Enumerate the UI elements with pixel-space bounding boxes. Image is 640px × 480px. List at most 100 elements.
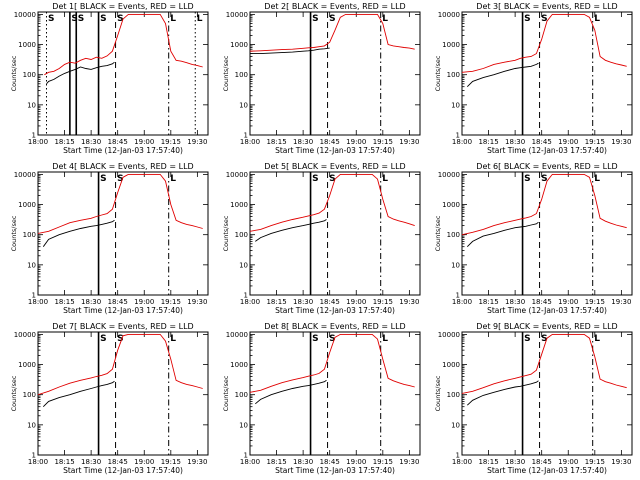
y-axis-label: Counts/sec xyxy=(434,375,442,411)
y-axis-label: Counts/sec xyxy=(222,375,230,411)
x-tick-label: 18:00 xyxy=(240,458,260,466)
series-line-lld xyxy=(462,173,627,236)
y-tick-label: 10 xyxy=(27,101,36,109)
time-marker-label: S xyxy=(100,14,106,24)
x-tick-label: 19:30 xyxy=(399,138,419,146)
x-tick-label: 19:15 xyxy=(373,458,393,466)
x-tick-label: 19:15 xyxy=(585,298,605,306)
time-marker-label: S xyxy=(312,174,318,184)
panel-title: Det 9[ BLACK = Events, RED = LLD xyxy=(476,322,617,331)
x-tick-label: 18:15 xyxy=(478,138,498,146)
x-tick-label: 19:30 xyxy=(187,458,207,466)
y-axis-label: Counts/sec xyxy=(10,215,18,251)
time-marker-label: S xyxy=(312,14,318,24)
x-axis-label: Start Time (12-Jan-03 17:57:40) xyxy=(487,466,607,475)
x-tick-label: 19:15 xyxy=(161,138,181,146)
y-axis-label: Counts/sec xyxy=(222,215,230,251)
x-axis-label: Start Time (12-Jan-03 17:57:40) xyxy=(275,306,395,315)
time-marker-label: S xyxy=(541,174,547,184)
x-tick-label: 19:00 xyxy=(134,138,154,146)
x-tick-label: 18:30 xyxy=(293,138,313,146)
x-tick-label: 18:45 xyxy=(108,458,128,466)
x-tick-label: 19:15 xyxy=(373,138,393,146)
x-axis-label: Start Time (12-Jan-03 17:57:40) xyxy=(487,146,607,155)
time-marker-label: S xyxy=(78,14,84,24)
x-tick-label: 19:15 xyxy=(585,138,605,146)
x-tick-label: 19:30 xyxy=(611,138,631,146)
y-axis-label: Counts/sec xyxy=(10,375,18,411)
x-tick-label: 19:30 xyxy=(187,298,207,306)
y-tick-label: 100 xyxy=(23,391,36,399)
x-tick-label: 18:15 xyxy=(54,458,74,466)
x-tick-label: 18:45 xyxy=(320,458,340,466)
series-line-events xyxy=(46,61,115,85)
time-marker-label: L xyxy=(382,334,388,344)
plot-frame xyxy=(249,331,421,456)
y-tick-label: 10000 xyxy=(438,171,460,179)
x-tick-label: 18:30 xyxy=(505,458,525,466)
y-tick-label: 1000 xyxy=(230,201,248,209)
x-axis-label: Start Time (12-Jan-03 17:57:40) xyxy=(63,466,183,475)
series-line-events xyxy=(255,219,327,242)
detector-panel: Det 5[ BLACK = Events, RED = LLD 1 10 100 10… xyxy=(222,162,421,315)
time-marker-label: L xyxy=(170,14,176,24)
y-tick-label: 1 xyxy=(32,452,36,460)
series-line-events xyxy=(42,380,115,408)
time-marker-label: L xyxy=(594,14,600,24)
x-tick-label: 18:30 xyxy=(81,298,101,306)
y-tick-label: 1 xyxy=(456,452,460,460)
time-marker-label: S xyxy=(524,14,530,24)
y-tick-label: 100 xyxy=(235,391,248,399)
x-tick-label: 18:30 xyxy=(505,298,525,306)
plot-frame xyxy=(461,171,633,296)
panel-title: Det 5[ BLACK = Events, RED = LLD xyxy=(264,162,405,171)
time-marker-label: L xyxy=(382,14,388,24)
time-marker-label: S xyxy=(100,334,106,344)
x-tick-label: 18:30 xyxy=(81,458,101,466)
x-tick-label: 19:30 xyxy=(611,298,631,306)
plot-frame xyxy=(37,171,209,296)
time-marker-label: S xyxy=(117,334,123,344)
y-tick-label: 10000 xyxy=(14,171,36,179)
series-line-lld xyxy=(250,13,415,52)
x-tick-label: 19:00 xyxy=(558,138,578,146)
time-marker-label: S xyxy=(541,14,547,24)
x-tick-label: 18:15 xyxy=(54,138,74,146)
detector-panel: Det 1[ BLACK = Events, RED = LLD 1 10 100 10… xyxy=(10,2,209,155)
y-axis-label: Counts/sec xyxy=(434,55,442,91)
y-axis-label: Counts/sec xyxy=(434,215,442,251)
series-line-events xyxy=(466,62,539,88)
y-tick-label: 1 xyxy=(32,132,36,140)
y-tick-label: 10 xyxy=(239,421,248,429)
series-line-lld xyxy=(462,13,627,73)
time-marker-label: L xyxy=(594,174,600,184)
plot-frame xyxy=(37,331,209,456)
time-marker-label: S xyxy=(117,174,123,184)
panel-title: Det 4[ BLACK = Events, RED = LLD xyxy=(52,162,193,171)
detector-panel: Det 6[ BLACK = Events, RED = LLD 1 10 100 10… xyxy=(434,162,633,315)
y-tick-label: 100 xyxy=(23,231,36,239)
plot-frame xyxy=(461,11,633,136)
y-tick-label: 10000 xyxy=(226,171,248,179)
series-line-lld xyxy=(462,333,627,394)
y-tick-label: 10000 xyxy=(226,11,248,19)
y-tick-label: 100 xyxy=(235,231,248,239)
x-tick-label: 18:45 xyxy=(532,458,552,466)
time-marker-label: S xyxy=(117,14,123,24)
x-tick-label: 18:30 xyxy=(293,458,313,466)
x-tick-label: 18:45 xyxy=(532,298,552,306)
y-tick-label: 1 xyxy=(32,292,36,300)
y-tick-label: 10 xyxy=(451,101,460,109)
x-tick-label: 19:15 xyxy=(585,458,605,466)
x-tick-label: 18:30 xyxy=(81,138,101,146)
series-line-lld xyxy=(44,13,203,76)
y-tick-label: 1000 xyxy=(442,201,460,209)
series-line-events xyxy=(466,221,539,248)
x-tick-label: 18:00 xyxy=(240,298,260,306)
y-tick-label: 100 xyxy=(447,231,460,239)
